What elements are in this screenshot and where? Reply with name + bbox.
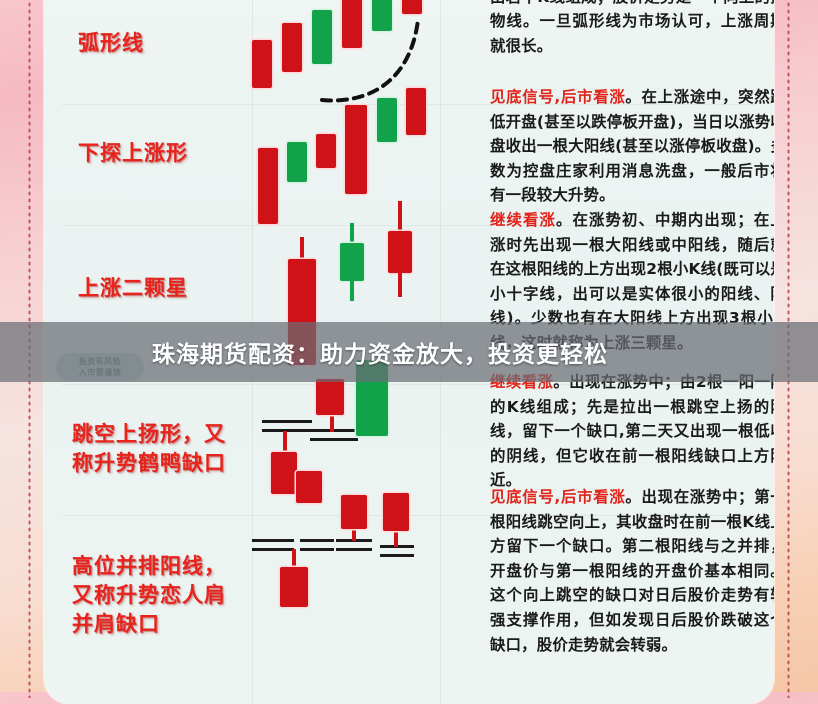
gap-line — [380, 554, 414, 557]
gap-line — [300, 539, 334, 542]
candle — [252, 40, 272, 88]
pattern-body-5: 。出现在涨势中；第一根阳线跳空向上，其收盘时在前一根K线上方留下一个缺口。第二根… — [490, 488, 774, 654]
candle — [372, 0, 392, 31]
candle-wick — [330, 412, 334, 432]
candle — [406, 88, 426, 135]
candle — [340, 243, 364, 281]
candle — [316, 379, 344, 415]
pattern-description-2: 见底信号,后市看涨。在上涨途中，突然跳低开盘(甚至以跌停板开盘)，当日以涨势收盘… — [490, 85, 774, 208]
candle — [296, 471, 322, 503]
pattern-highlight-3: 继续看涨 — [490, 211, 556, 229]
gap-line — [262, 429, 312, 432]
arc-curve-icon — [320, 18, 420, 103]
pattern-body-2: 。在上涨途中，突然跳低开盘(甚至以跌停板开盘)，当日以涨势收盘收出一根大阳线(甚… — [490, 88, 774, 205]
candle — [377, 98, 397, 142]
candlestick-chart-5 — [244, 471, 444, 664]
pattern-highlight-2: 见底信号,后市看涨 — [490, 88, 626, 106]
candle-wick — [292, 549, 296, 571]
promo-banner-overlay: 珠海期货配资：助力资金放大，投资更轻松 — [0, 322, 818, 382]
row-divider-3 — [62, 384, 756, 385]
candle — [287, 142, 307, 182]
pattern-body-1: 。在涨势初期出现；由若干K线组成；股价走势是一个向上的抛物线。一旦弧形线为市场认… — [490, 0, 774, 55]
gap-line — [300, 548, 334, 551]
gap-line — [252, 539, 294, 542]
row-divider-4 — [62, 515, 756, 516]
candle — [345, 105, 367, 194]
candle — [258, 148, 278, 224]
candle-wick — [352, 525, 356, 541]
pattern-description-1: 见底信号，后市看涨。在涨势初期出现；由若干K线组成；股价走势是一个向上的抛物线。… — [490, 0, 774, 58]
pattern-label-1: 弧形线 — [78, 31, 144, 55]
candle — [341, 495, 367, 529]
promo-banner-text: 珠海期货配资：助力资金放大，投资更轻松 — [152, 342, 608, 368]
pattern-label-5: 高位并排阳线，又称升势恋人肩并肩缺口 — [72, 554, 226, 636]
candle — [342, 0, 362, 48]
candle-wick — [394, 529, 398, 547]
pattern-description-5: 见底信号,后市看涨。出现在涨势中；第一根阳线跳空向上，其收盘时在前一根K线上方留… — [490, 485, 774, 657]
candle — [312, 10, 332, 64]
candle — [402, 0, 422, 14]
candle — [282, 23, 302, 72]
gap-line — [262, 420, 312, 423]
candle — [316, 134, 336, 168]
candlestick-chart-2 — [244, 88, 444, 225]
candle — [280, 567, 308, 607]
candle-wick — [300, 237, 304, 263]
gap-line — [310, 429, 358, 432]
gap-line — [336, 548, 372, 551]
row-divider-2 — [62, 225, 756, 226]
pattern-label-4: 跳空上扬形，又称升势鹤鸭缺口 — [72, 422, 226, 475]
candle — [271, 452, 297, 494]
candle-wick — [398, 271, 402, 297]
candle — [383, 493, 409, 531]
pattern-label-2: 下探上涨形 — [78, 141, 188, 165]
candle-wick — [350, 223, 354, 245]
candle — [388, 231, 412, 273]
gap-line — [252, 548, 294, 551]
pattern-highlight-5: 见底信号,后市看涨 — [490, 488, 626, 506]
candle-wick — [283, 431, 287, 457]
pattern-description-4: 继续看涨。出现在涨势中；由2根一阳一阴的K线组成；先是拉出一根跳空上扬的阳线，留… — [490, 370, 774, 493]
candle-wick — [398, 201, 402, 233]
pattern-label-3: 上涨二颗星 — [78, 276, 188, 300]
candle-wick — [350, 279, 354, 301]
candlestick-chart-1 — [244, 0, 444, 104]
gap-line — [310, 438, 358, 441]
